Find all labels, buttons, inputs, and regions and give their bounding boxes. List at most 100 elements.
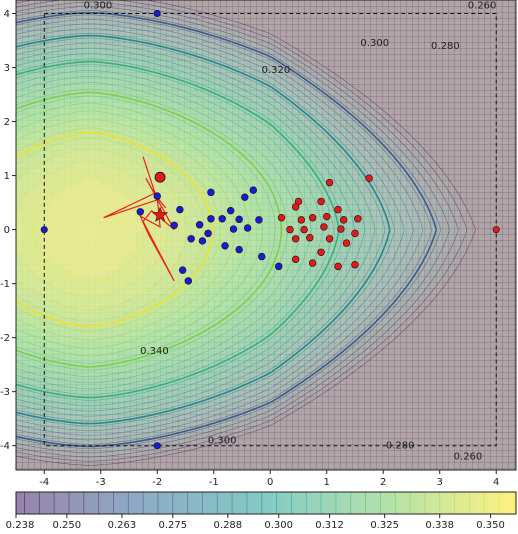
contour-band-cell [208, 270, 215, 277]
contour-band-cell [490, 114, 497, 121]
contour-band-cell [394, 222, 401, 229]
contour-band-cell [250, 96, 257, 103]
contour-band-cell [430, 96, 437, 103]
contour-band-cell [52, 306, 59, 313]
contour-band-cell [28, 264, 35, 271]
contour-band-cell [298, 90, 305, 97]
contour-band-cell [424, 300, 431, 307]
contour-band-cell [310, 48, 317, 55]
contour-band-cell [232, 270, 239, 277]
contour-band-cell [130, 138, 137, 145]
contour-band-cell [490, 150, 497, 157]
contour-band-cell [202, 312, 209, 319]
contour-band-cell [118, 240, 125, 247]
contour-band-cell [364, 210, 371, 217]
contour-band-cell [286, 306, 293, 313]
contour-band-cell [346, 120, 353, 127]
contour-band-cell [232, 240, 239, 247]
contour-band-cell [88, 276, 95, 283]
contour-band-cell [190, 120, 197, 127]
contour-band-cell [184, 138, 191, 145]
contour-band-cell [178, 60, 185, 67]
contour-band-cell [352, 42, 359, 49]
contour-band-cell [244, 306, 251, 313]
contour-band-cell [508, 342, 515, 349]
contour-band-cell [352, 312, 359, 319]
contour-band-cell [460, 120, 467, 127]
contour-band-cell [208, 90, 215, 97]
contour-band-cell [400, 102, 407, 109]
contour-band-cell [310, 114, 317, 121]
contour-band-cell [502, 192, 509, 199]
contour-band-cell [112, 354, 119, 361]
contour-band-cell [448, 306, 455, 313]
contour-band-cell [118, 180, 125, 187]
contour-band-cell [214, 252, 221, 259]
contour-band-cell [214, 78, 221, 85]
contour-band-cell [466, 66, 473, 73]
contour-band-cell [352, 168, 359, 175]
contour-band-cell [484, 54, 491, 61]
contour-band-cell [136, 318, 143, 325]
contour-band-cell [280, 336, 287, 343]
contour-band-cell [394, 36, 401, 43]
contour-band-cell [46, 246, 53, 253]
contour-band-cell [184, 216, 191, 223]
contour-band-cell [58, 258, 65, 265]
contour-band-cell [478, 186, 485, 193]
contour-band-cell [196, 312, 203, 319]
contour-band-cell [46, 24, 53, 31]
contour-band-cell [172, 42, 179, 49]
contour-band-cell [370, 180, 377, 187]
contour-band-cell [46, 66, 53, 73]
contour-band-cell [88, 114, 95, 121]
contour-band-cell [370, 276, 377, 283]
contour-band-cell [400, 36, 407, 43]
contour-band-cell [502, 234, 509, 241]
contour-band-cell [316, 300, 323, 307]
contour-band-cell [220, 30, 227, 37]
contour-band-cell [502, 228, 509, 235]
contour-band-cell [472, 240, 479, 247]
contour-band-cell [76, 354, 83, 361]
contour-band-cell [466, 60, 473, 67]
contour-band-cell [136, 90, 143, 97]
contour-band-cell [16, 126, 23, 133]
contour-band-cell [178, 66, 185, 73]
contour-band-cell [430, 132, 437, 139]
contour-band-cell [70, 198, 77, 205]
contour-band-cell [346, 60, 353, 67]
contour-band-cell [160, 48, 167, 55]
contour-band-cell [316, 288, 323, 295]
contour-band-cell [202, 150, 209, 157]
contour-band-cell [226, 258, 233, 265]
contour-band-cell [490, 240, 497, 247]
contour-band-cell [442, 240, 449, 247]
contour-band-cell [220, 90, 227, 97]
contour-band-cell [124, 306, 131, 313]
contour-band-cell [16, 270, 23, 277]
contour-band-cell [130, 48, 137, 55]
contour-band-cell [490, 330, 497, 337]
contour-band-cell [268, 246, 275, 253]
contour-band-cell [58, 264, 65, 271]
contour-band-cell [274, 12, 281, 19]
contour-band-cell [298, 222, 305, 229]
contour-band-cell [34, 288, 41, 295]
contour-band-cell [514, 180, 516, 187]
contour-band-cell [502, 36, 509, 43]
contour-band-cell [478, 18, 485, 25]
contour-band-cell [502, 120, 509, 127]
contour-band-cell [244, 300, 251, 307]
contour-band-cell [154, 324, 161, 331]
contour-band-cell [130, 228, 137, 235]
contour-band-cell [406, 300, 413, 307]
contour-band-cell [220, 48, 227, 55]
contour-band-cell [310, 126, 317, 133]
contour-band-cell [514, 60, 516, 67]
contour-band-cell [274, 24, 281, 31]
contour-band-cell [136, 306, 143, 313]
contour-band-cell [226, 0, 233, 7]
contour-band-cell [178, 324, 185, 331]
contour-band-cell [298, 288, 305, 295]
